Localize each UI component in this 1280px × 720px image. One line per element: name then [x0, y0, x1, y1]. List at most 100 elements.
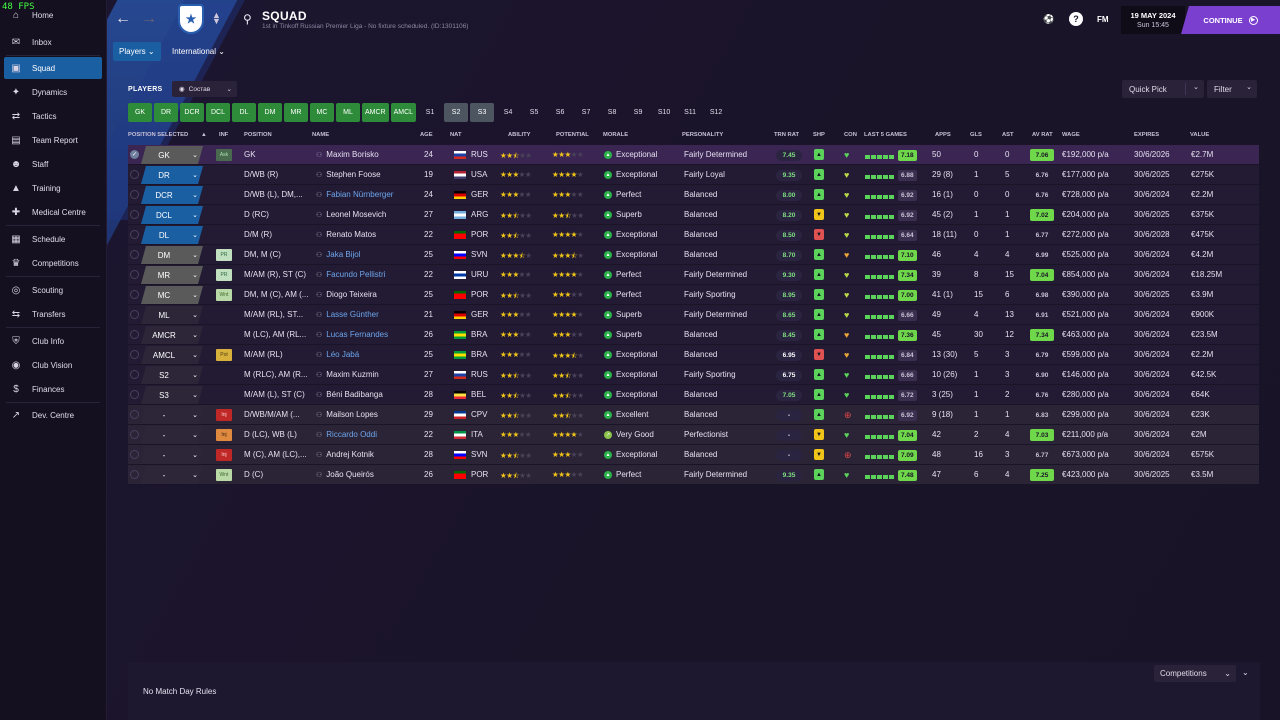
player-name[interactable]: ⚇ Leonel Mosevich — [316, 210, 386, 219]
col-last5[interactable]: LAST 5 GAMES — [864, 132, 907, 138]
player-nationality[interactable]: SVN — [454, 250, 487, 259]
player-nationality[interactable]: USA — [454, 170, 487, 179]
table-row[interactable]: S3 ⌄ M/AM (L), ST (C) ⚇ Béni Badibanga 28 BEL ★… — [128, 385, 1259, 405]
col-con[interactable]: CON — [844, 132, 857, 138]
position-filter-dcl[interactable]: DCL — [206, 103, 230, 122]
position-filter-amcr[interactable]: AMCR — [362, 103, 389, 122]
player-name[interactable]: ⚇ Riccardo Oddi — [316, 430, 377, 439]
player-name[interactable]: ⚇ Léo Jabá — [316, 350, 359, 359]
position-filter-s10[interactable]: S10 — [657, 109, 671, 116]
col-trn-rat[interactable]: TRN RAT — [774, 132, 800, 138]
col-shp[interactable]: SHP — [813, 132, 825, 138]
position-filter-dl[interactable]: DL — [232, 103, 256, 122]
player-name[interactable]: ⚇ Mailson Lopes — [316, 410, 378, 419]
view-select[interactable]: ◉ Состав ⌄ — [172, 81, 237, 97]
position-filter-dcr[interactable]: DCR — [180, 103, 204, 122]
col-personality[interactable]: PERSONALITY — [682, 132, 724, 138]
col-inf[interactable]: INF — [219, 132, 229, 138]
col-ability[interactable]: ABILITY — [508, 132, 531, 138]
player-nationality[interactable]: ITA — [454, 430, 483, 439]
row-select-checkbox[interactable] — [130, 250, 139, 259]
position-filter-s2[interactable]: S2 — [444, 103, 469, 122]
col-position-selected[interactable]: POSITION SELECTED — [128, 132, 189, 138]
fm-menu[interactable]: FM — [1097, 15, 1109, 24]
col-morale[interactable]: MORALE — [603, 132, 629, 138]
table-row[interactable]: ML ⌄ M/AM (RL), ST... ⚇ Lasse Günther 21 GER ★★… — [128, 305, 1259, 325]
table-row[interactable]: AMCL ⌄ Pot M/AM (RL) ⚇ Léo Jabá 25 BRA ★★★★★ ★★★⯪… — [128, 345, 1259, 365]
col-wage[interactable]: WAGE — [1062, 132, 1080, 138]
col-ast[interactable]: AST — [1002, 132, 1014, 138]
player-nationality[interactable]: SVN — [454, 450, 487, 459]
filter-button[interactable]: Filter ⌄ — [1207, 80, 1257, 98]
sidebar-item-staff[interactable]: ☻ Staff — [4, 153, 102, 175]
row-select-checkbox[interactable] — [130, 370, 139, 379]
row-select-checkbox[interactable] — [130, 290, 139, 299]
sidebar-item-schedule[interactable]: ▦ Schedule — [4, 228, 102, 250]
position-selected-dropdown[interactable]: DL ⌄ — [141, 226, 203, 244]
info-badge[interactable]: Inj — [216, 429, 232, 441]
table-row[interactable]: DCR ⌄ D/WB (L), DM,... ⚇ Fabian Nürnberger 24… — [128, 185, 1259, 205]
info-badge[interactable]: PR — [216, 269, 232, 281]
tab-international[interactable]: International ⌄ — [166, 42, 231, 61]
player-name[interactable]: ⚇ Renato Matos — [316, 230, 376, 239]
position-filter-s5[interactable]: S5 — [529, 109, 539, 116]
sidebar-item-home[interactable]: ⌂ Home — [4, 4, 102, 26]
player-name[interactable]: ⚇ Lucas Fernandes — [316, 330, 388, 339]
position-selected-dropdown[interactable]: AMCR ⌄ — [141, 326, 203, 344]
row-select-checkbox[interactable] — [130, 170, 139, 179]
table-row[interactable]: S2 ⌄ M (RLC), AM (R... ⚇ Maxim Kuzmin 27 RUS ★★… — [128, 365, 1259, 385]
position-selected-dropdown[interactable]: - ⌄ — [141, 426, 203, 444]
player-nationality[interactable]: BRA — [454, 330, 487, 339]
position-selected-dropdown[interactable]: MR ⌄ — [141, 266, 203, 284]
continue-button[interactable]: CONTINUE ▶ — [1181, 6, 1280, 34]
row-select-checkbox[interactable] — [130, 390, 139, 399]
info-badge[interactable]: Ask — [216, 149, 232, 161]
position-filter-dr[interactable]: DR — [154, 103, 178, 122]
info-badge[interactable]: PR — [216, 249, 232, 261]
col-name[interactable]: NAME — [312, 132, 330, 138]
help-icon[interactable]: ? — [1069, 12, 1083, 26]
player-name[interactable]: ⚇ João Queirós — [316, 470, 374, 479]
position-selected-dropdown[interactable]: ML ⌄ — [141, 306, 203, 324]
sidebar-item-club-vision[interactable]: ◉ Club Vision — [4, 354, 102, 376]
col-apps[interactable]: APPS — [935, 132, 951, 138]
sidebar-item-team-report[interactable]: ▤ Team Report — [4, 129, 102, 151]
table-row[interactable]: DR ⌄ D/WB (R) ⚇ Stephen Foose 19 USA ★★★★★ ★★★★★… — [128, 165, 1259, 185]
table-row[interactable]: - ⌄ Inj D (LC), WB (L) ⚇ Riccardo Oddi 22 ITA ★★… — [128, 425, 1259, 445]
player-name[interactable]: ⚇ Lasse Günther — [316, 310, 379, 319]
col-potential[interactable]: POTENTIAL — [556, 132, 589, 138]
row-select-checkbox[interactable] — [130, 230, 139, 239]
row-select-checkbox[interactable] — [130, 410, 139, 419]
info-badge[interactable]: Inj — [216, 409, 232, 421]
player-nationality[interactable]: RUS — [454, 150, 488, 159]
col-value[interactable]: VALUE — [1190, 132, 1210, 138]
club-crest[interactable]: ★ — [178, 4, 204, 34]
player-nationality[interactable]: GER — [454, 310, 488, 319]
collapse-chevron-icon[interactable]: ⌄ — [1242, 668, 1249, 677]
sidebar-item-dynamics[interactable]: ✦ Dynamics — [4, 81, 102, 103]
table-row[interactable]: - ⌄ Inj D/WB/M/AM (... ⚇ Mailson Lopes 29 CPV ★★… — [128, 405, 1259, 425]
row-select-checkbox[interactable] — [130, 330, 139, 339]
position-selected-dropdown[interactable]: AMCL ⌄ — [141, 346, 203, 364]
football-icon[interactable]: ⚽ — [1043, 13, 1055, 24]
table-row[interactable]: ✓ GK ⌄ Ask GK ⚇ Maxim Borisko 24 RUS ★★⯪★★ ★★★★★ ▲ E… — [128, 145, 1259, 165]
table-row[interactable]: - ⌄ Wnt D (C) ⚇ João Queirós 26 POR ★★⯪★★ ★★★★★ ▲ P… — [128, 465, 1259, 485]
club-switch-chevron-icon[interactable]: ▲ ▼ — [212, 10, 221, 26]
position-filter-gk[interactable]: GK — [128, 103, 152, 122]
row-select-checkbox[interactable] — [130, 430, 139, 439]
position-filter-s4[interactable]: S4 — [503, 109, 513, 116]
position-selected-dropdown[interactable]: DCL ⌄ — [141, 206, 203, 224]
position-filter-amcl[interactable]: AMCL — [390, 103, 417, 122]
position-filter-s6[interactable]: S6 — [555, 109, 565, 116]
sidebar-item-training[interactable]: ▲ Training — [4, 177, 102, 199]
col-age[interactable]: AGE — [420, 132, 433, 138]
position-filter-s8[interactable]: S8 — [607, 109, 617, 116]
position-filter-dm[interactable]: DM — [258, 103, 282, 122]
chevron-down-icon[interactable]: ⌄ — [1193, 84, 1199, 91]
player-nationality[interactable]: URU — [454, 270, 488, 279]
quick-pick-button[interactable]: Quick Pick ⌄ — [1122, 80, 1204, 98]
row-select-checkbox[interactable] — [130, 270, 139, 279]
player-nationality[interactable]: GER — [454, 190, 488, 199]
position-filter-mc[interactable]: MC — [310, 103, 334, 122]
player-nationality[interactable]: POR — [454, 230, 488, 239]
